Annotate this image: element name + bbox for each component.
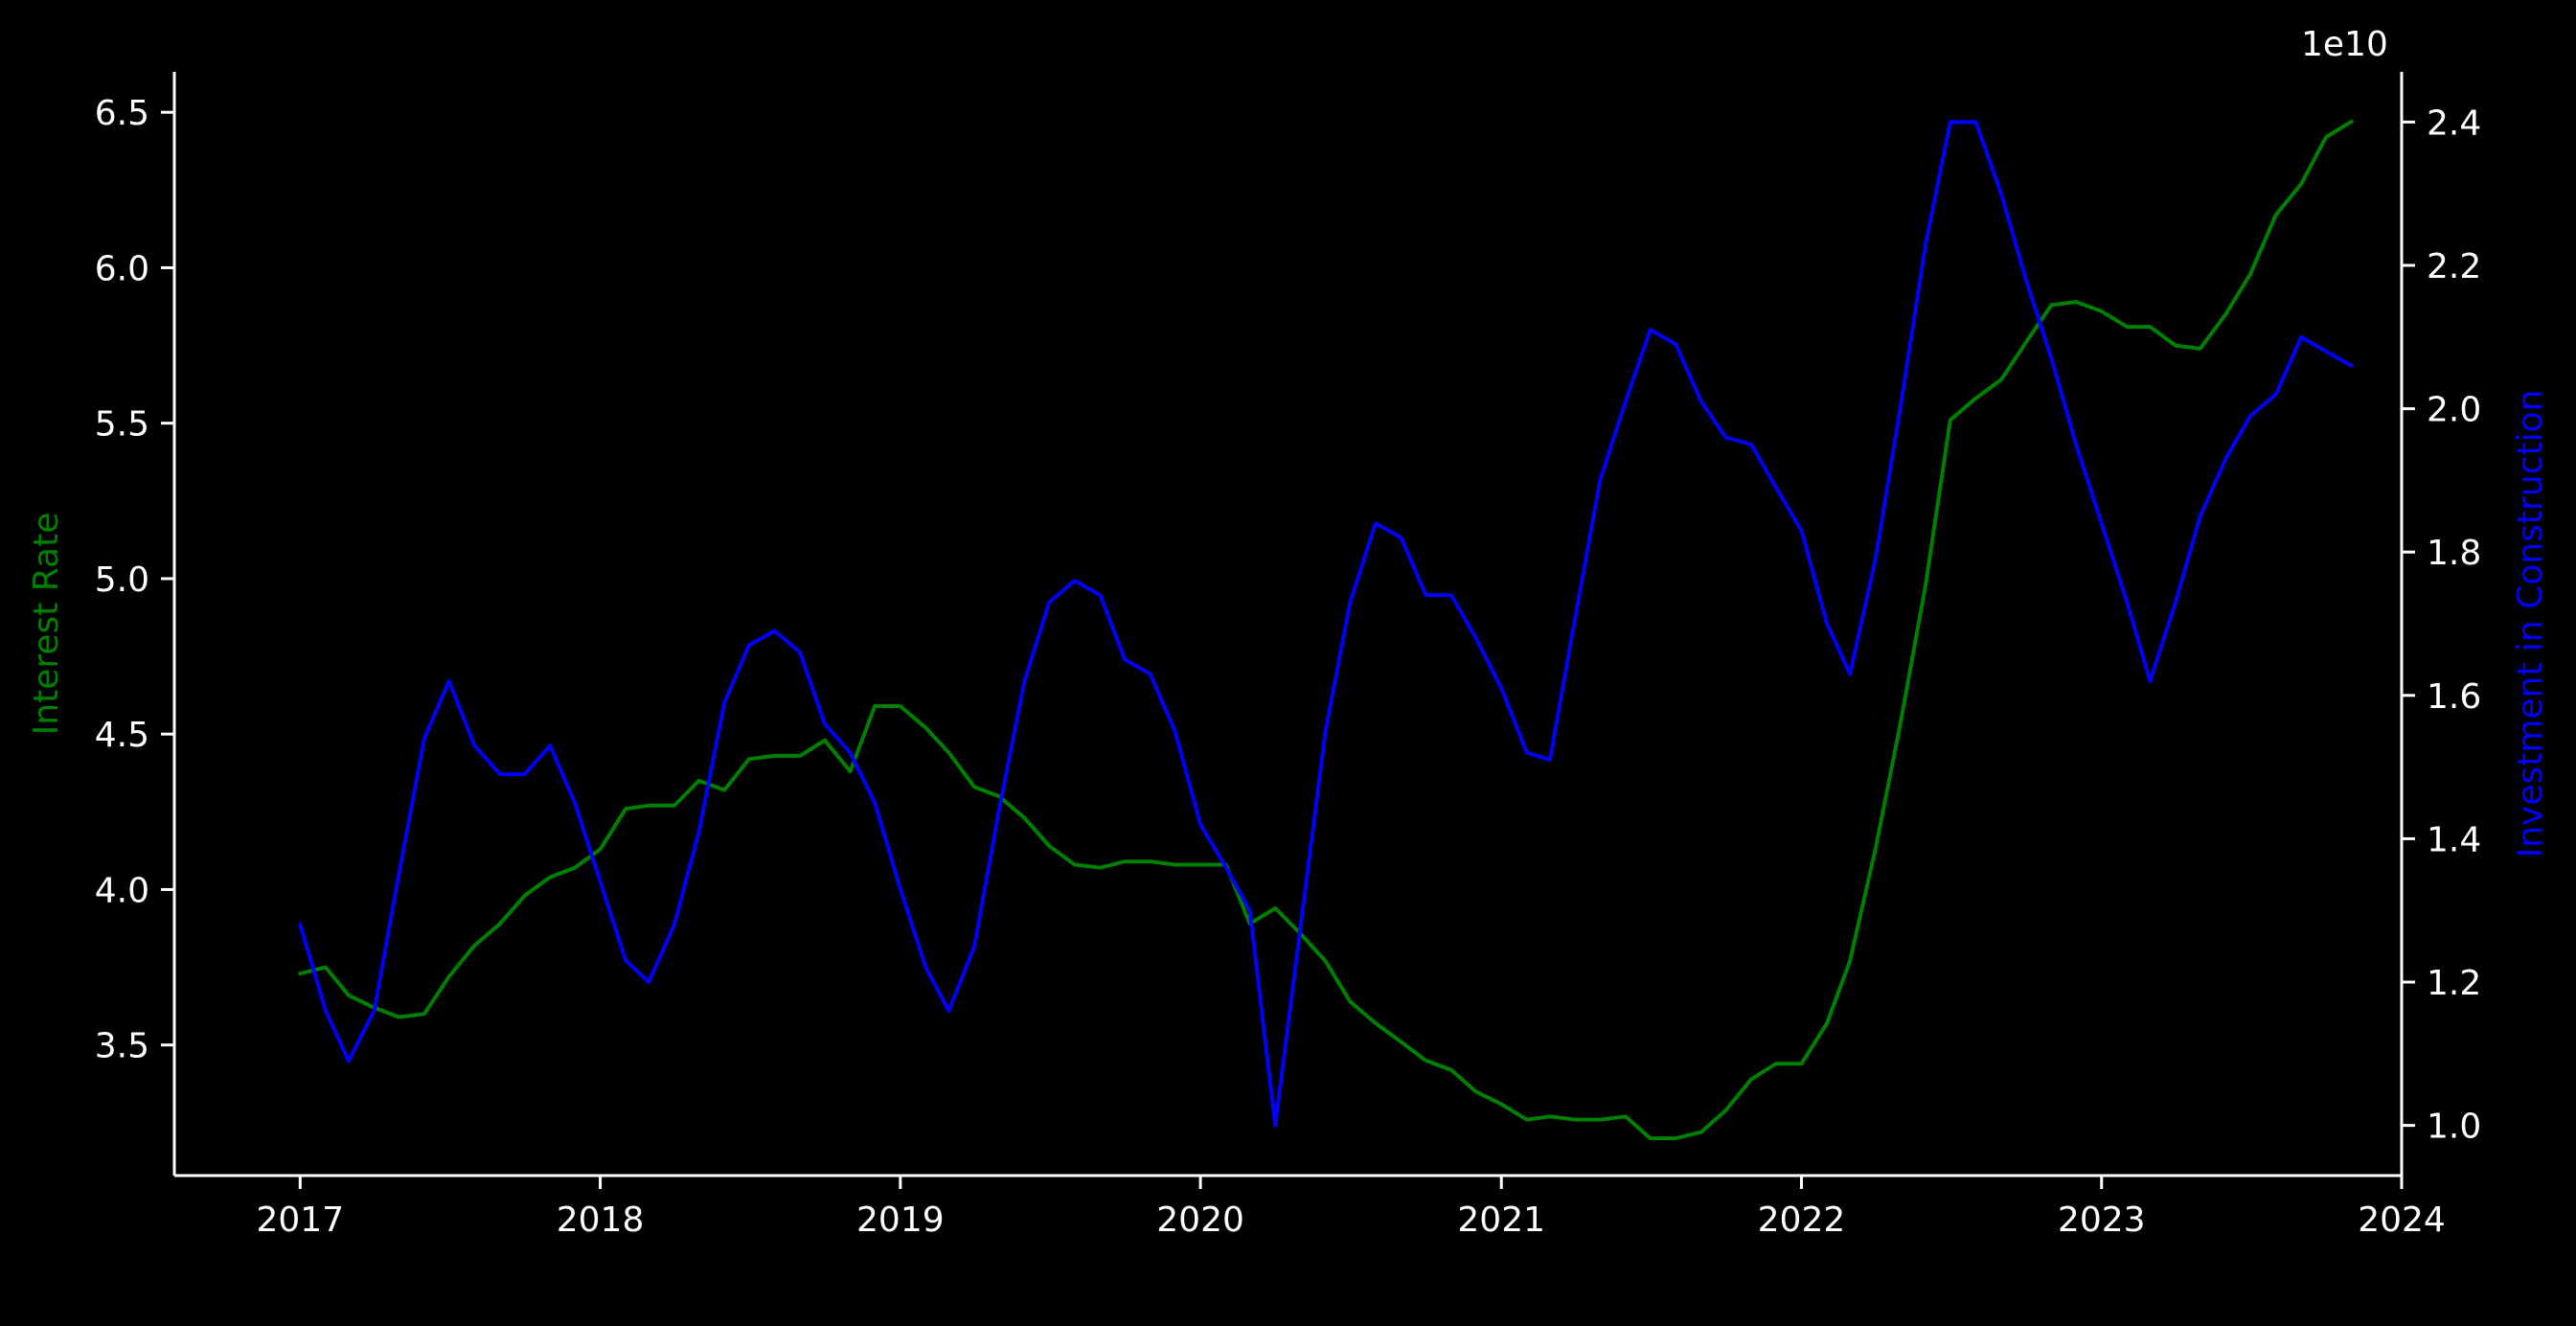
x-axis-ticks: 2017 2018 2019 2020 2021 2022 2023 2024 <box>256 1176 2446 1240</box>
x-tick-label: 2023 <box>2058 1200 2146 1240</box>
x-tick-label: 2019 <box>856 1200 945 1240</box>
left-tick-label: 6.0 <box>95 249 149 288</box>
x-tick-label: 2018 <box>557 1200 645 1240</box>
right-tick-label: 1.2 <box>2427 964 2481 1003</box>
left-tick-label: 5.5 <box>95 405 149 445</box>
x-tick-label: 2021 <box>1457 1200 1545 1240</box>
left-axis-label: Interest Rate <box>27 513 66 736</box>
right-axis-offset-text: 1e10 <box>2301 25 2388 64</box>
x-tick-label: 2020 <box>1156 1200 1244 1240</box>
right-tick-label: 2.4 <box>2427 103 2481 143</box>
right-tick-label: 1.0 <box>2427 1108 2481 1147</box>
x-tick-label: 2022 <box>1758 1200 1846 1240</box>
right-axis-ticks: 1.0 1.2 1.4 1.6 1.8 2.0 2.2 2.4 <box>2402 103 2481 1147</box>
right-tick-label: 1.8 <box>2427 534 2481 573</box>
interest-rate-series-line <box>298 119 2354 1141</box>
left-tick-label: 4.0 <box>95 871 149 910</box>
left-axis-ticks: 3.5 4.0 4.5 5.0 5.5 6.0 6.5 <box>95 94 174 1066</box>
right-axis-label: Investment in Construction <box>2511 390 2550 858</box>
left-tick-label: 4.5 <box>95 716 149 755</box>
left-tick-label: 5.0 <box>95 560 149 600</box>
right-tick-label: 2.2 <box>2427 247 2481 286</box>
left-tick-label: 3.5 <box>95 1027 149 1066</box>
x-tick-label: 2024 <box>2358 1200 2446 1240</box>
right-tick-label: 1.4 <box>2427 820 2481 859</box>
right-tick-label: 2.0 <box>2427 391 2481 430</box>
investment-series-line <box>298 120 2354 1128</box>
left-tick-label: 6.5 <box>95 94 149 133</box>
x-tick-label: 2017 <box>256 1200 344 1240</box>
right-tick-label: 1.6 <box>2427 677 2481 717</box>
plot-lines <box>298 119 2354 1141</box>
